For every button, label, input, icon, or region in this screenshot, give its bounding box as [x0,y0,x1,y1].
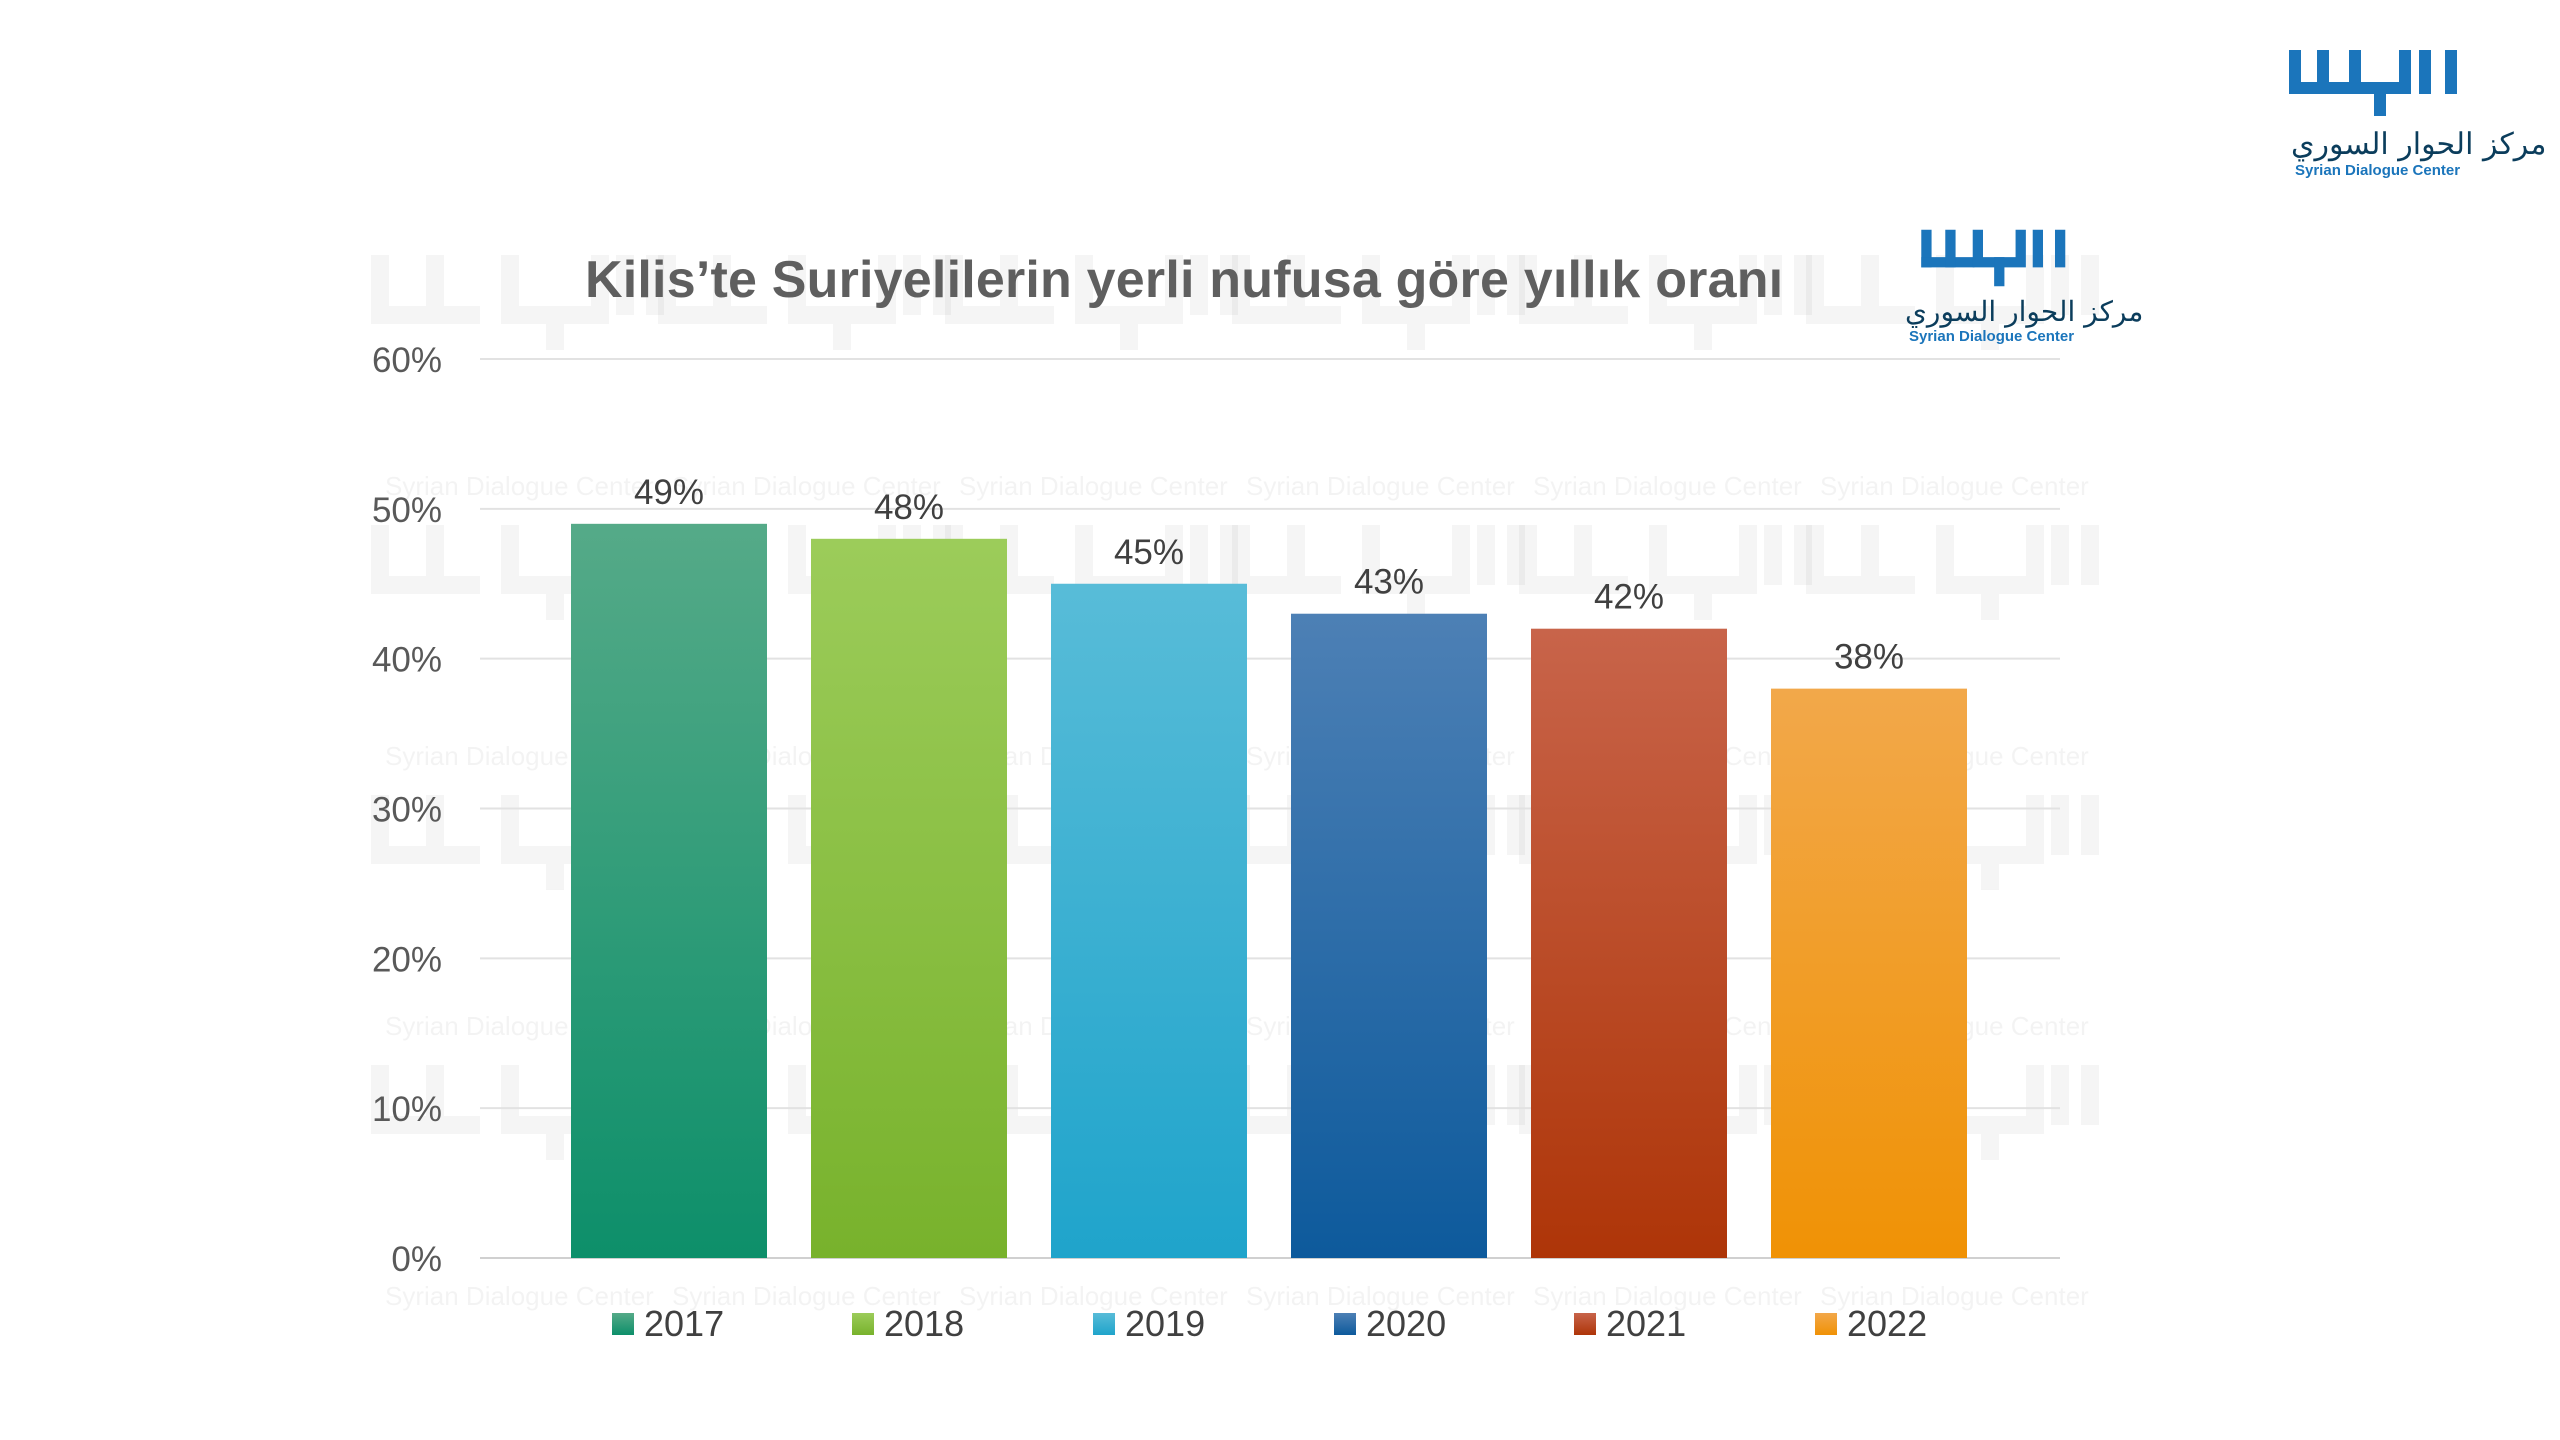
watermark-tile: Syrian Dialogue Center [371,255,664,501]
brand-arabic: مركز الحوار السوري [1905,295,2144,328]
legend-swatch [1574,1313,1596,1335]
brand-logo-chart: مركز الحوار السوري Syrian Dialogue Cente… [1905,228,2143,345]
legend-swatch [1334,1313,1356,1335]
brand-logo-top: مركز الحوار السوري Syrian Dialogue Cente… [2285,48,2546,179]
brand-english: Syrian Dialogue Center [2295,162,2461,179]
bar-2018 [811,538,1007,1258]
data-label-2017: 49% [634,473,704,512]
legend-item-2020: 2020 [1334,1303,1446,1345]
watermark-tile: Syrian Dialogue Center [371,1065,664,1311]
watermark-tile: Syrian Dialogue Center [1806,255,2099,501]
y-tick-label: 20% [372,940,442,979]
watermark-text: Syrian Dialogue Center [1246,471,1515,501]
bar-2022 [1771,688,1967,1258]
legend-label: 2017 [644,1303,725,1344]
bar-2017 [571,523,767,1258]
data-label-2021: 42% [1594,578,1664,617]
legend-swatch [612,1313,634,1335]
legend-swatch [852,1313,874,1335]
legend-label: 2022 [1847,1303,1928,1344]
data-label-2018: 48% [874,488,944,527]
legend-label: 2020 [1366,1303,1447,1344]
watermark-text: Syrian Dialogue Center [959,471,1228,501]
brand-mark-icon [2289,50,2457,116]
legend-label: 2021 [1606,1303,1687,1344]
bar-2019 [1051,583,1247,1258]
watermark-tile: Syrian Dialogue Center [945,255,1238,501]
legend-label: 2019 [1125,1303,1206,1344]
brand-english: Syrian Dialogue Center [1909,328,2075,345]
legend-item-2019: 2019 [1093,1303,1205,1345]
watermark-text: Syrian Dialogue Center [1820,471,2089,501]
y-tick-label: 0% [391,1240,442,1279]
legend-swatch [1815,1313,1837,1335]
watermark-text: Syrian Dialogue Center [672,1281,941,1311]
data-label-2019: 45% [1114,533,1184,572]
watermark-text: Syrian Dialogue Center [1533,471,1802,501]
watermark-text: Syrian Dialogue Center [1533,1281,1802,1311]
legend-item-2018: 2018 [852,1303,964,1345]
chart-title: Kilis’te Suriyelilerin yerli nufusa göre… [585,251,1784,309]
brand-arabic: مركز الحوار السوري [2291,127,2547,162]
data-label-2022: 38% [1834,638,1904,677]
watermark-tile: Syrian Dialogue Center [1232,255,1525,501]
y-tick-label: 10% [372,1090,442,1129]
y-tick-label: 60% [372,341,442,380]
bar-2021 [1531,628,1727,1258]
watermark-text: Syrian Dialogue Center [959,1281,1228,1311]
watermark-tile: Syrian Dialogue Center [658,255,951,501]
legend-swatch [1093,1313,1115,1335]
watermark-text: Syrian Dialogue Center [385,471,654,501]
bar-2020 [1291,613,1487,1258]
y-axis-ticks: 0% 10% 20% 30% 40% 50% 60% [372,341,442,1279]
bars [571,523,1967,1258]
watermark-text: Syrian Dialogue Center [1820,1281,2089,1311]
y-tick-label: 50% [372,491,442,530]
chart-legend: 2017 2018 2019 2020 2021 2022 [0,1303,2560,1349]
legend-item-2017: 2017 [612,1303,724,1345]
watermark-text: Syrian Dialogue Center [385,1281,654,1311]
data-labels: 49% 48% 45% 43% 42% 38% [634,473,1904,677]
brand-mark-icon [1921,229,2066,287]
watermark-tile: Syrian Dialogue Center [1519,255,1812,501]
watermark-text: Syrian Dialogue Center [1246,1281,1515,1311]
legend-label: 2018 [884,1303,965,1344]
watermark-text: Syrian Dialogue Center [672,471,941,501]
legend-item-2022: 2022 [1815,1303,1927,1345]
legend-item-2021: 2021 [1574,1303,1686,1345]
y-tick-label: 40% [372,641,442,680]
y-tick-label: 30% [372,791,442,830]
data-label-2020: 43% [1354,563,1424,602]
